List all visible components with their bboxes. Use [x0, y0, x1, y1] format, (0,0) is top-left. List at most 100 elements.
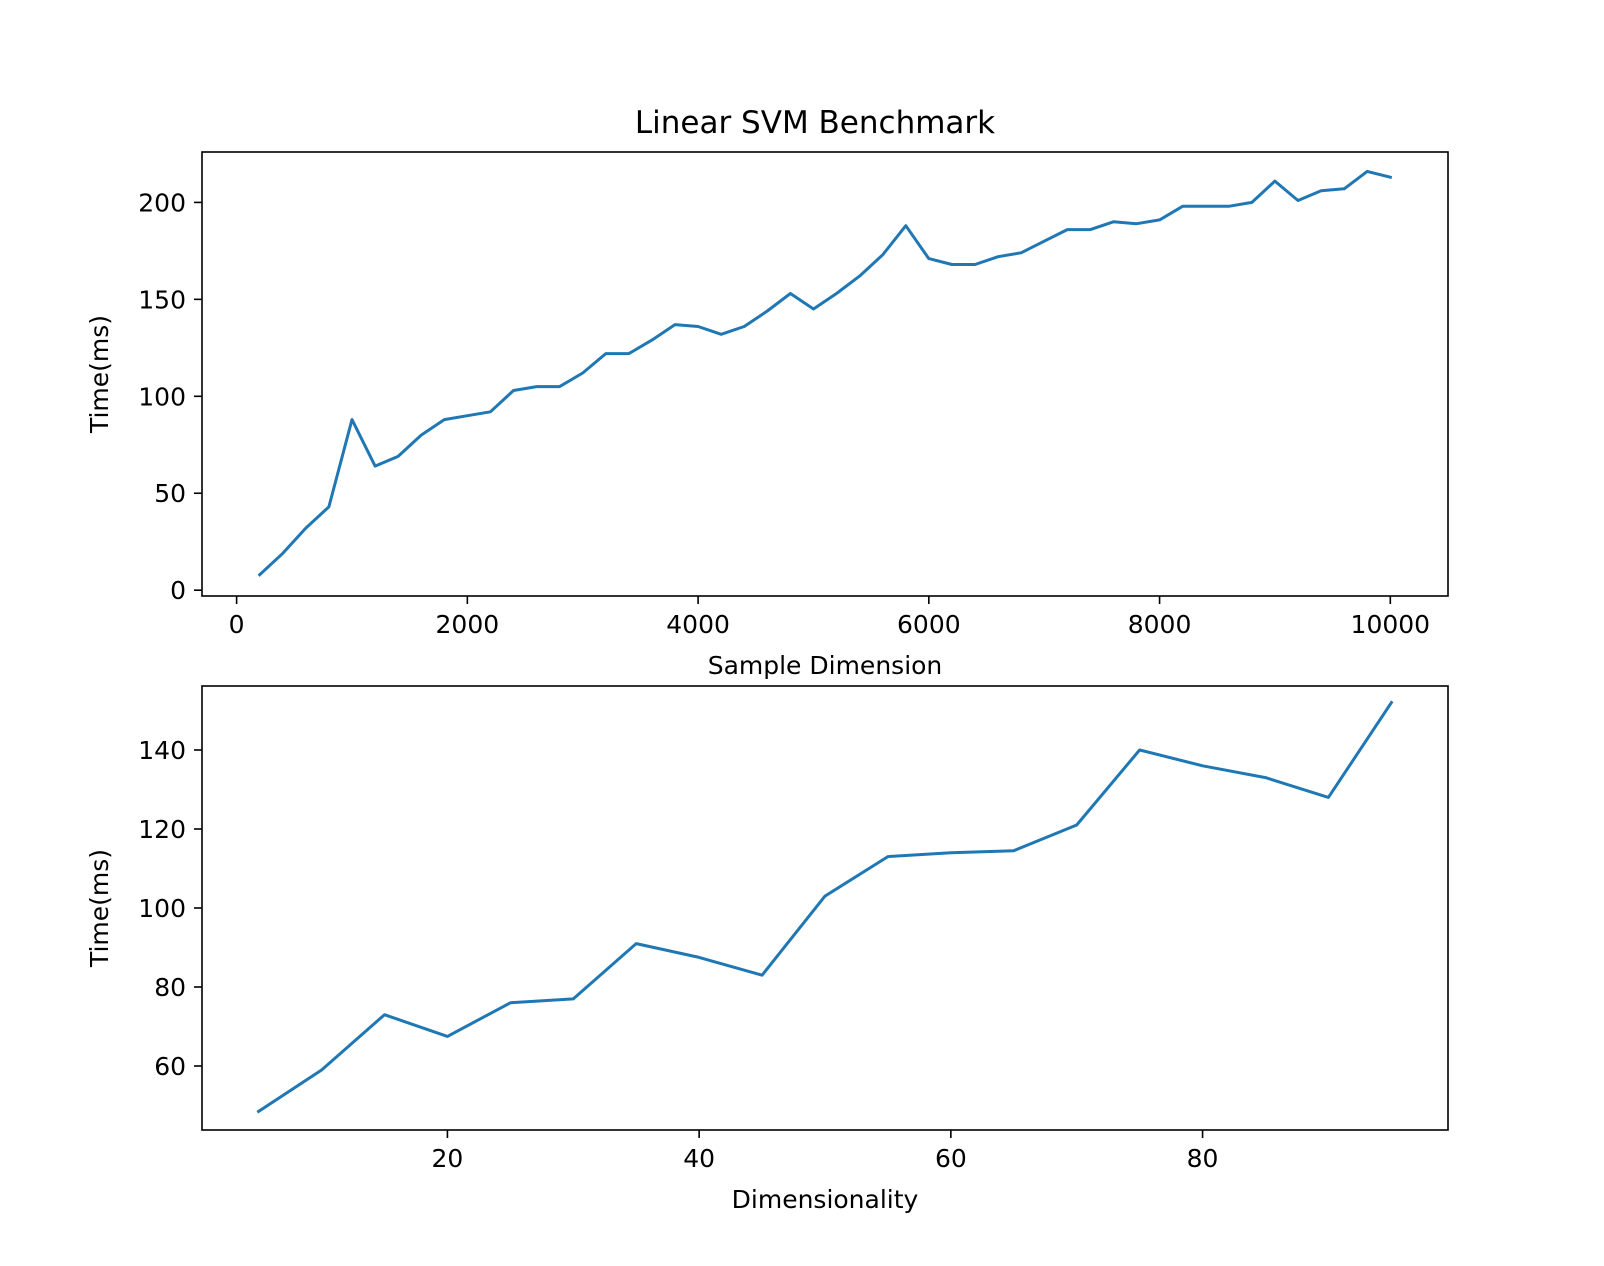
- top-data-point-6: [397, 455, 400, 458]
- top-data-point-34: [1043, 240, 1046, 243]
- bottom-data-point-8: [761, 974, 764, 977]
- top-x-tick-label-0: 0: [229, 610, 245, 639]
- top-y-tick-label-3: 150: [138, 285, 186, 314]
- top-data-point-22: [766, 309, 769, 312]
- top-data-point-43: [1250, 201, 1253, 204]
- top-data-point-24: [812, 308, 815, 311]
- top-series-line: [257, 169, 1393, 577]
- top-data-point-9: [466, 414, 469, 417]
- top-y-tick-label-0: 0: [170, 576, 186, 605]
- top-data-point-36: [1089, 228, 1092, 231]
- top-data-point-39: [1158, 218, 1161, 221]
- top-y-axis-label: Time(ms): [85, 315, 114, 434]
- top-data-point-0: [258, 573, 261, 576]
- top-data-point-46: [1320, 189, 1323, 192]
- top-data-point-25: [835, 292, 838, 295]
- bottom-y-axis-label: Time(ms): [85, 849, 114, 968]
- top-plot: 0 2000 4000 6000 8000 10000 0 50 100 150 200 Sampl…: [85, 151, 1449, 680]
- bottom-x-tick-label-3: 80: [1187, 1144, 1219, 1173]
- chart-title: Linear SVM Benchmark: [635, 105, 995, 141]
- top-data-point-33: [1020, 251, 1023, 254]
- top-x-tick-label-2: 4000: [666, 610, 730, 639]
- bottom-data-point-5: [572, 997, 575, 1000]
- top-x-tick-label-5: 10000: [1351, 610, 1431, 639]
- top-data-point-48: [1366, 170, 1369, 173]
- top-series-points: [258, 170, 1392, 576]
- top-data-point-15: [604, 352, 607, 355]
- bottom-x-tick-label-2: 60: [935, 1144, 967, 1173]
- top-data-point-42: [1227, 205, 1230, 208]
- top-data-point-26: [858, 275, 861, 278]
- top-data-point-18: [674, 323, 677, 326]
- top-data-point-4: [350, 418, 353, 421]
- top-data-point-14: [581, 372, 584, 375]
- bottom-x-tick-label-0: 20: [432, 1144, 464, 1173]
- bottom-data-point-1: [320, 1068, 323, 1071]
- top-data-point-20: [720, 333, 723, 336]
- top-data-point-27: [881, 253, 884, 256]
- bottom-data-point-11: [949, 851, 952, 854]
- top-x-axis-label: Sample Dimension: [708, 651, 943, 680]
- bottom-data-point-7: [698, 956, 701, 959]
- top-y-tick-label-1: 50: [154, 479, 186, 508]
- bottom-data-point-13: [1075, 824, 1078, 827]
- top-data-point-32: [997, 255, 1000, 258]
- bottom-data-point-0: [257, 1110, 260, 1113]
- top-x-tick-label-4: 8000: [1128, 610, 1192, 639]
- top-plot-ticks: 0 2000 4000 6000 8000 10000 0 50 100 150 200: [138, 188, 1430, 639]
- bottom-data-point-9: [824, 895, 827, 898]
- top-plot-frame: [201, 151, 1449, 597]
- bottom-series-line: [256, 700, 1394, 1114]
- top-data-point-3: [327, 505, 330, 508]
- bottom-y-tick-label-2: 100: [138, 894, 186, 923]
- top-data-point-5: [374, 465, 377, 468]
- top-data-point-37: [1112, 220, 1115, 223]
- top-data-point-12: [535, 385, 538, 388]
- bottom-data-point-18: [1390, 701, 1393, 704]
- top-data-point-29: [927, 257, 930, 260]
- bottom-data-point-10: [886, 855, 889, 858]
- bottom-plot-ticks: 20 40 60 80 60 80 100 120 140: [138, 736, 1218, 1173]
- top-data-point-31: [973, 263, 976, 266]
- bottom-series-points: [257, 701, 1393, 1113]
- bottom-data-point-16: [1264, 776, 1267, 779]
- top-data-point-21: [743, 325, 746, 328]
- top-x-tick-label-1: 2000: [436, 610, 500, 639]
- top-data-point-7: [420, 434, 423, 437]
- top-data-point-1: [281, 552, 284, 555]
- bottom-x-tick-label-1: 40: [683, 1144, 715, 1173]
- bottom-plot-frame: [201, 685, 1449, 1131]
- top-data-point-30: [950, 263, 953, 266]
- bottom-data-point-2: [383, 1013, 386, 1016]
- top-data-point-41: [1204, 205, 1207, 208]
- bottom-data-point-17: [1327, 796, 1330, 799]
- bottom-y-tick-label-4: 140: [138, 736, 186, 765]
- bottom-data-point-4: [509, 1001, 512, 1004]
- bottom-data-point-6: [635, 942, 638, 945]
- top-data-point-23: [789, 292, 792, 295]
- top-data-point-13: [558, 385, 561, 388]
- top-data-point-38: [1135, 222, 1138, 225]
- top-data-point-16: [627, 352, 630, 355]
- bottom-x-axis-label: Dimensionality: [732, 1185, 919, 1214]
- top-data-point-10: [489, 410, 492, 413]
- bottom-plot: 20 40 60 80 60 80 100 120 140 Dimensionality Tim…: [85, 685, 1449, 1214]
- top-data-point-11: [512, 389, 515, 392]
- top-data-point-19: [697, 325, 700, 328]
- top-data-point-45: [1297, 199, 1300, 202]
- bottom-data-point-12: [1012, 849, 1015, 852]
- bottom-y-tick-label-1: 80: [154, 973, 186, 1002]
- top-data-point-44: [1273, 180, 1276, 183]
- top-data-point-47: [1343, 187, 1346, 190]
- bottom-data-point-15: [1201, 764, 1204, 767]
- top-data-point-28: [904, 224, 907, 227]
- bottom-y-tick-label-0: 60: [154, 1052, 186, 1081]
- top-y-tick-label-4: 200: [138, 188, 186, 217]
- top-x-tick-label-3: 6000: [897, 610, 961, 639]
- top-data-point-2: [304, 527, 307, 530]
- top-data-point-17: [650, 339, 653, 342]
- top-y-tick-label-2: 100: [138, 382, 186, 411]
- top-data-point-40: [1181, 205, 1184, 208]
- bottom-data-point-3: [446, 1035, 449, 1038]
